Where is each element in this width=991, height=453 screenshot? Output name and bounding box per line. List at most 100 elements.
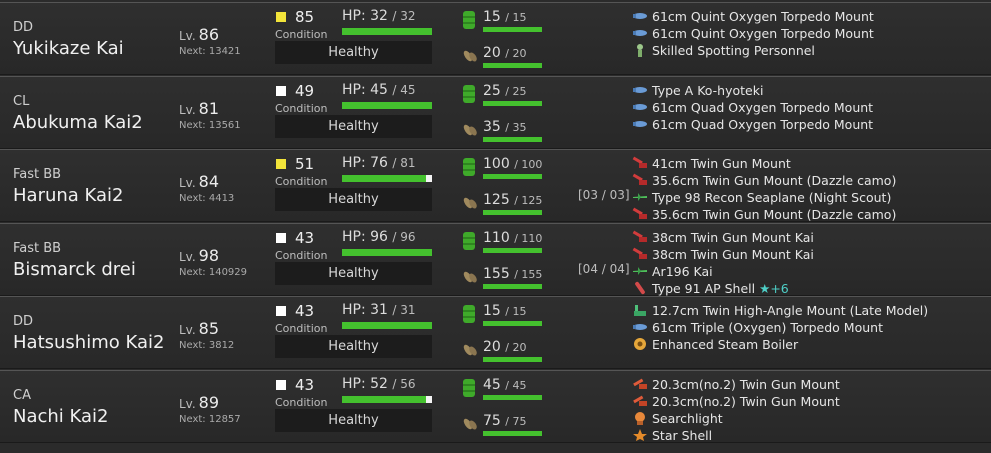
equipment-slot[interactable]: Star Shell — [632, 428, 982, 445]
ammo-value: 20 / 20 — [483, 339, 526, 355]
hp-bar — [342, 248, 432, 256]
equipment-slot[interactable]: Searchlight — [632, 411, 982, 428]
next-exp: Next: 4413 — [179, 193, 235, 204]
equipment-name: Skilled Spotting Personnel — [652, 43, 815, 58]
ship-row[interactable]: Fast BB Haruna Kai2 Lv. 84 Next: 4413 51 … — [0, 149, 991, 222]
equipment-name: 38cm Twin Gun Mount Kai — [652, 229, 814, 245]
ship-name: Haruna Kai2 — [13, 185, 124, 206]
equipment-name: 61cm Quad Oxygen Torpedo Mount — [652, 99, 874, 115]
ship-type: CA — [13, 387, 31, 403]
equipment-slot[interactable]: 61cm Quint Oxygen Torpedo Mount — [632, 9, 982, 26]
status-badge: Healthy — [275, 261, 432, 285]
ammo-current: 155 — [483, 265, 510, 282]
equipment-slot[interactable]: 61cm Quad Oxygen Torpedo Mount — [632, 100, 982, 117]
equipment-slot[interactable]: 61cm Quad Oxygen Torpedo Mount — [632, 117, 982, 134]
ammo-current: 20 — [483, 45, 501, 61]
equipment-slot[interactable]: Skilled Spotting Personnel — [632, 43, 982, 60]
equipment-slot[interactable]: Enhanced Steam Boiler — [632, 337, 982, 354]
equipment-slot[interactable]: 41cm Twin Gun Mount — [632, 156, 982, 173]
status-badge: Healthy — [275, 188, 432, 211]
large-gun-icon — [632, 173, 648, 187]
fuel-current: 45 — [483, 376, 501, 393]
large-gun-icon — [632, 247, 648, 261]
ship-row[interactable]: Fast BB Bismarck drei Lv. 98 Next: 140929… — [0, 222, 991, 298]
condition-indicator — [276, 306, 286, 316]
equipment-slot[interactable]: 38cm Twin Gun Mount Kai — [632, 230, 982, 247]
ship-row[interactable]: CA Nachi Kai2 Lv. 89 Next: 12857 43 Condi… — [0, 369, 991, 445]
equipment-name: Type A Ko-hyoteki — [652, 82, 764, 98]
level-label: Lv. — [179, 249, 196, 264]
fuel-bar — [483, 247, 542, 253]
condition-indicator — [276, 159, 286, 169]
ammo-value: 75 / 75 — [483, 413, 526, 429]
hp-text: HP: 52 / 56 — [342, 376, 416, 392]
fuel-bar — [483, 394, 542, 400]
torpedo-icon — [632, 26, 648, 40]
equipment-name: 20.3cm(no.2) Twin Gun Mount — [652, 376, 840, 392]
hp-bar — [342, 101, 432, 109]
equipment-slot[interactable]: Ar196 Kai — [632, 264, 982, 281]
seaplane-icon — [632, 190, 648, 204]
ship-level: Lv. 81 — [179, 99, 219, 118]
next-exp: Next: 13421 — [179, 46, 241, 57]
equipment-slot[interactable]: 35.6cm Twin Gun Mount (Dazzle camo) — [632, 173, 982, 190]
ship-name: Nachi Kai2 — [13, 405, 109, 427]
hp-bar — [342, 322, 432, 329]
ship-level: Lv. 98 — [179, 246, 219, 265]
ammo-max: / 75 — [505, 414, 527, 428]
hp-label: HP: — [342, 375, 366, 392]
condition-value: 49 — [295, 81, 315, 100]
hp-bar — [342, 175, 432, 182]
condition-indicator — [276, 379, 286, 390]
equipment-slot[interactable]: 20.3cm(no.2) Twin Gun Mount — [632, 394, 982, 411]
fuel-current: 15 — [483, 303, 501, 319]
equipment-slot[interactable]: 61cm Triple (Oxygen) Torpedo Mount — [632, 320, 982, 337]
fuel-current: 100 — [483, 156, 510, 172]
level-label: Lv. — [179, 396, 196, 411]
hp-label: HP: — [342, 81, 366, 98]
hp-text: HP: 31 / 31 — [342, 302, 416, 318]
equipment-slot[interactable]: 61cm Quint Oxygen Torpedo Mount — [632, 26, 982, 43]
fuel-value: 15 / 15 — [483, 303, 526, 319]
fuel-bar — [483, 27, 542, 32]
status-badge: Healthy — [275, 41, 432, 64]
equipment-slot[interactable]: Type A Ko-hyoteki — [632, 83, 982, 100]
condition-value: 43 — [295, 228, 315, 247]
hp-label: HP: — [342, 155, 366, 171]
fuel-max: / 15 — [505, 305, 527, 318]
ship-name: Bismarck drei — [13, 258, 136, 280]
equipment-slot[interactable]: Type 91 AP Shell ★+6 — [632, 281, 982, 298]
fuel-max: / 110 — [514, 231, 543, 245]
fuel-bar — [483, 100, 542, 106]
ammo-max: / 125 — [514, 194, 543, 207]
level-label: Lv. — [179, 29, 196, 43]
ship-row[interactable]: CL Abukuma Kai2 Lv. 81 Next: 13561 49 Con… — [0, 75, 991, 149]
next-exp: Next: 140929 — [179, 266, 248, 278]
condition-label: Condition — [275, 175, 328, 188]
level-value: 85 — [198, 319, 220, 338]
ammo-max: / 35 — [505, 120, 527, 134]
equipment-name: 61cm Quint Oxygen Torpedo Mount — [652, 26, 874, 41]
equipment-slot[interactable]: 12.7cm Twin High-Angle Mount (Late Model… — [632, 303, 982, 320]
hp-label: HP: — [342, 228, 366, 245]
hp-bar-fill — [342, 248, 432, 256]
ship-row[interactable]: DD Hatsushimo Kai2 Lv. 85 Next: 3812 43 C… — [0, 296, 991, 369]
ship-row[interactable]: DD Yukikaze Kai Lv. 86 Next: 13421 85 Con… — [0, 2, 991, 75]
equipment-slot[interactable]: 38cm Twin Gun Mount Kai — [632, 247, 982, 264]
equipment-slot[interactable]: 20.3cm(no.2) Twin Gun Mount — [632, 377, 982, 394]
fuel-max: / 45 — [505, 378, 527, 392]
ap-shell-icon — [632, 281, 648, 295]
ship-level: Lv. 84 — [179, 172, 219, 191]
equipment-slot[interactable]: Type 98 Recon Seaplane (Night Scout) — [632, 190, 982, 207]
level-value: 98 — [198, 245, 220, 265]
equipment-slot[interactable]: 35.6cm Twin Gun Mount (Dazzle camo) — [632, 207, 982, 224]
hp-text: HP: 45 / 45 — [342, 82, 416, 98]
condition-label: Condition — [275, 395, 328, 409]
fuel-icon — [463, 378, 475, 397]
fuel-icon — [463, 231, 475, 250]
ship-type: CL — [13, 93, 30, 109]
hp-text: HP: 76 / 81 — [342, 155, 416, 171]
large-gun-icon — [632, 156, 648, 170]
medium-gun-icon — [632, 394, 648, 408]
